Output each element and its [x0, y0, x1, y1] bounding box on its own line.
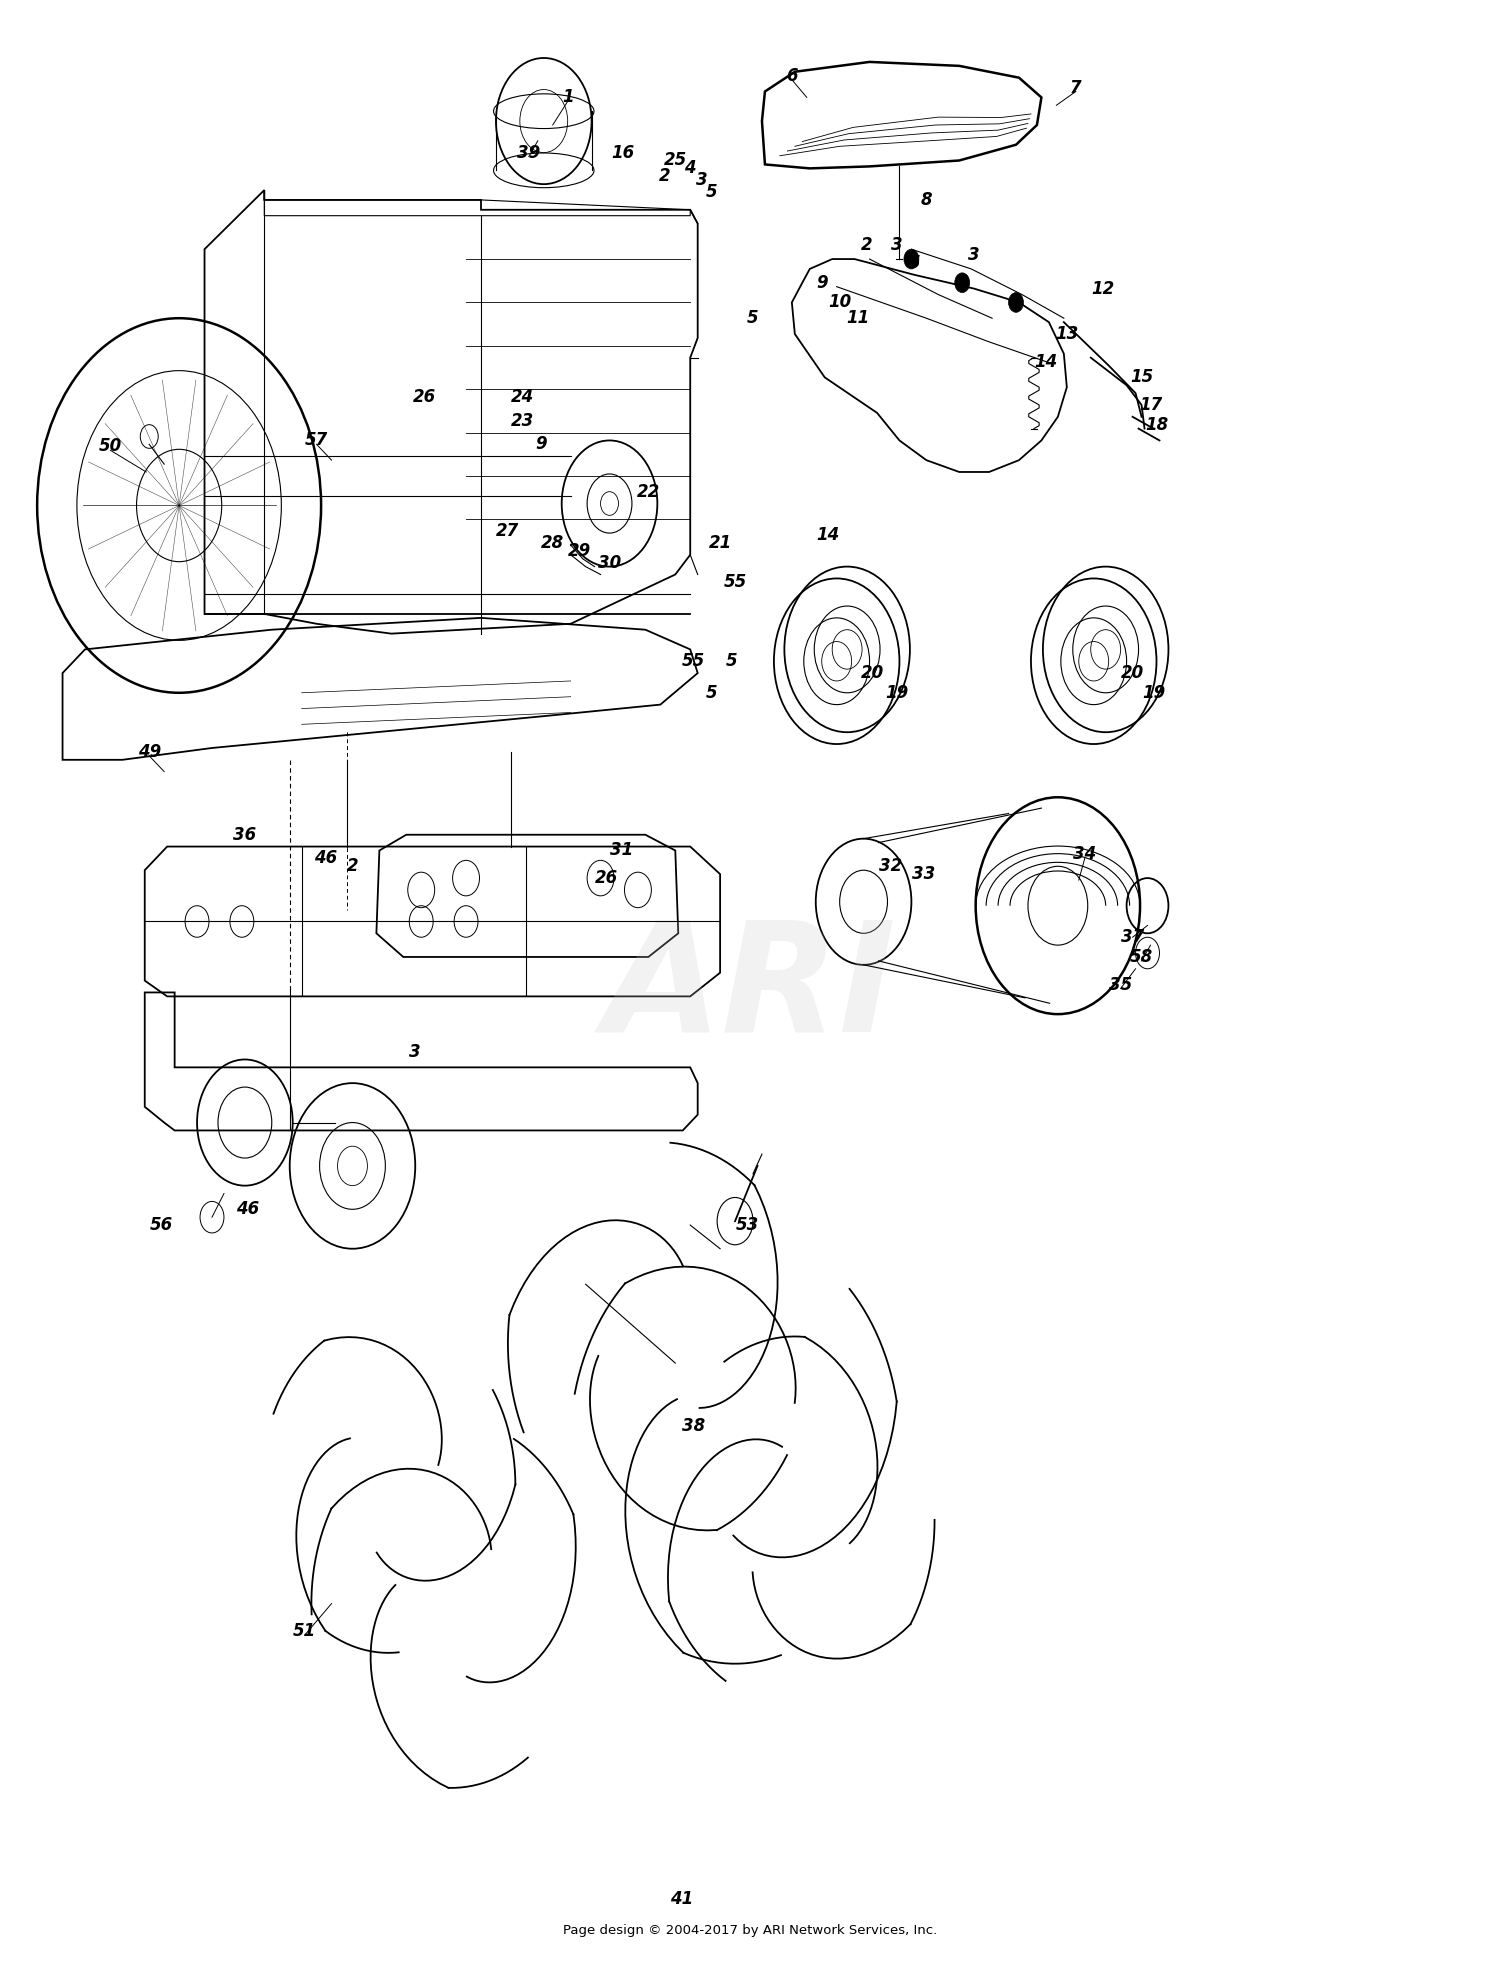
Text: 5: 5: [705, 684, 717, 702]
Text: 20: 20: [1120, 664, 1144, 682]
Text: 55: 55: [681, 652, 705, 670]
Text: 33: 33: [912, 866, 934, 884]
Text: 27: 27: [496, 522, 519, 540]
Circle shape: [1008, 293, 1023, 312]
Text: 20: 20: [861, 664, 883, 682]
Text: 12: 12: [1090, 279, 1114, 299]
Text: 9: 9: [536, 435, 546, 453]
Text: 3: 3: [891, 237, 903, 255]
Text: 46: 46: [236, 1200, 260, 1218]
Text: 16: 16: [612, 144, 634, 162]
Text: 53: 53: [735, 1216, 759, 1234]
Text: 58: 58: [1130, 947, 1154, 967]
Circle shape: [954, 273, 969, 293]
Text: 24: 24: [512, 387, 534, 405]
Text: 5: 5: [726, 652, 738, 670]
Text: 11: 11: [846, 308, 868, 328]
Text: 3: 3: [410, 1042, 422, 1060]
Text: 19: 19: [885, 684, 908, 702]
Text: 36: 36: [234, 826, 256, 844]
Text: 3: 3: [969, 245, 980, 265]
Text: 2: 2: [861, 237, 873, 255]
Text: 29: 29: [568, 542, 591, 559]
Text: Page design © 2004-2017 by ARI Network Services, Inc.: Page design © 2004-2017 by ARI Network S…: [562, 1924, 938, 1937]
Text: 50: 50: [99, 437, 122, 455]
Text: 41: 41: [669, 1890, 693, 1908]
Text: 21: 21: [708, 534, 732, 552]
Text: 5: 5: [705, 184, 717, 202]
Text: 39: 39: [518, 144, 540, 162]
Circle shape: [904, 249, 920, 269]
Text: 7: 7: [1070, 79, 1082, 97]
Text: 49: 49: [138, 743, 160, 761]
Text: 31: 31: [610, 842, 633, 860]
Text: 35: 35: [1108, 975, 1132, 994]
Text: 23: 23: [512, 411, 534, 429]
Text: 57: 57: [304, 431, 328, 449]
Text: 26: 26: [413, 387, 436, 405]
Text: 18: 18: [1144, 415, 1168, 433]
Text: 51: 51: [292, 1623, 316, 1641]
Text: 14: 14: [1035, 352, 1058, 370]
Text: 5: 5: [747, 308, 759, 328]
Text: ARI: ARI: [603, 913, 897, 1064]
Text: 14: 14: [816, 526, 840, 544]
Text: 26: 26: [596, 870, 618, 888]
Text: 15: 15: [1130, 368, 1154, 386]
Text: 32: 32: [879, 858, 902, 876]
Text: 9: 9: [816, 273, 828, 293]
Text: 13: 13: [1054, 324, 1078, 342]
Text: 3: 3: [696, 172, 708, 190]
Text: 25: 25: [663, 152, 687, 170]
Text: 6: 6: [786, 67, 798, 85]
Text: 17: 17: [1138, 395, 1162, 413]
Text: 10: 10: [828, 293, 852, 312]
Text: 28: 28: [542, 534, 564, 552]
Text: 22: 22: [638, 482, 660, 500]
Text: 4: 4: [684, 160, 696, 178]
Text: 5: 5: [909, 253, 920, 273]
Text: 8: 8: [921, 192, 932, 210]
Text: 37: 37: [1120, 929, 1144, 947]
Text: 34: 34: [1072, 846, 1096, 864]
Text: 1: 1: [562, 89, 573, 107]
Text: 2: 2: [346, 858, 358, 876]
Text: 38: 38: [681, 1418, 705, 1435]
Text: 55: 55: [723, 573, 747, 591]
Text: 56: 56: [150, 1216, 172, 1234]
Text: 2: 2: [658, 168, 670, 186]
Text: 30: 30: [598, 554, 621, 571]
Text: 19: 19: [1142, 684, 1166, 702]
Text: 46: 46: [314, 850, 338, 868]
